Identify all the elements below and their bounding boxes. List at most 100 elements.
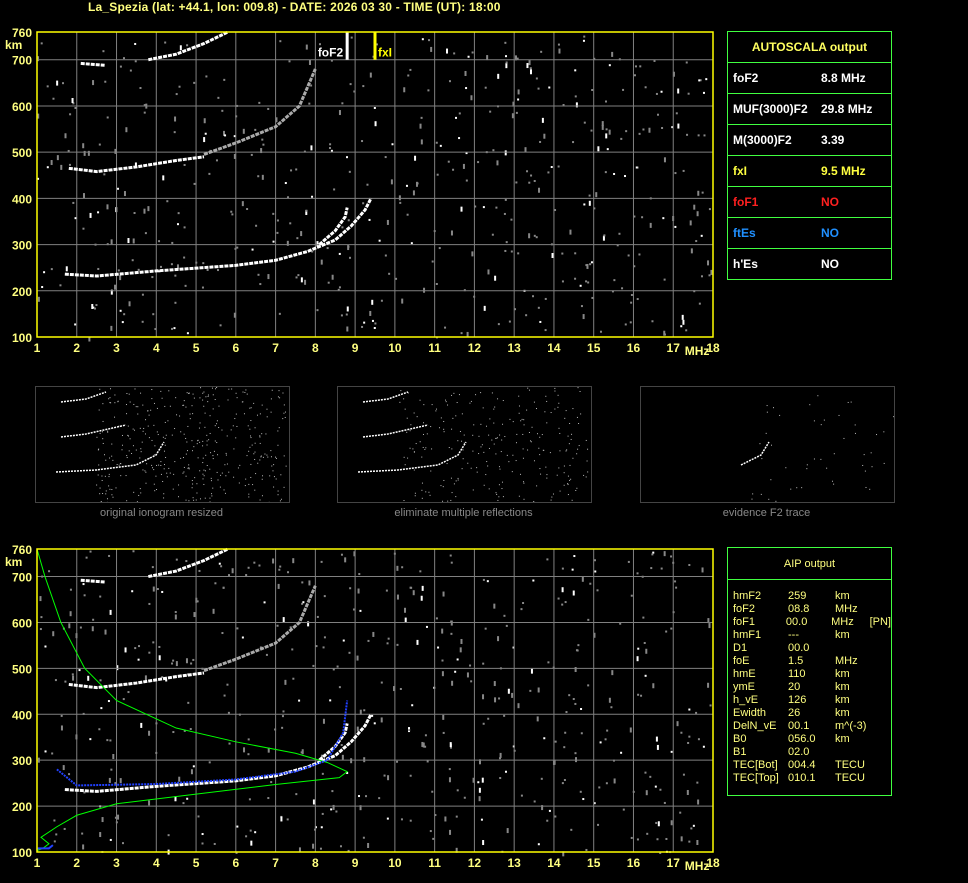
noise-dot bbox=[163, 497, 165, 499]
noise-dot bbox=[183, 226, 186, 229]
noise-dot bbox=[469, 402, 471, 404]
noise-dot bbox=[92, 306, 95, 309]
noise-dot bbox=[440, 417, 442, 419]
noise-dot bbox=[137, 413, 139, 415]
noise-dot bbox=[146, 463, 148, 465]
noise-dot bbox=[260, 456, 262, 458]
noise-dot bbox=[578, 445, 580, 447]
noise-dot bbox=[441, 671, 444, 677]
noise-dot bbox=[203, 137, 206, 143]
noise-dot bbox=[235, 437, 237, 439]
noise-dot bbox=[121, 444, 123, 446]
noise-dot bbox=[203, 469, 205, 471]
noise-dot bbox=[502, 496, 504, 498]
noise-dot bbox=[223, 694, 226, 697]
noise-dot bbox=[186, 450, 188, 452]
noise-dot bbox=[186, 392, 188, 394]
noise-dot bbox=[216, 423, 218, 425]
noise-dot bbox=[353, 551, 356, 557]
noise-dot bbox=[257, 462, 259, 464]
noise-dot bbox=[696, 781, 699, 784]
noise-dot bbox=[53, 840, 56, 843]
noise-dot bbox=[572, 141, 575, 144]
noise-dot bbox=[99, 679, 102, 682]
noise-dot bbox=[451, 680, 454, 686]
noise-dot bbox=[796, 487, 798, 489]
noise-dot bbox=[210, 452, 212, 454]
noise-dot bbox=[569, 479, 571, 481]
noise-dot bbox=[224, 134, 227, 137]
noise-dot bbox=[387, 637, 390, 640]
noise-dot bbox=[319, 847, 322, 850]
aip-cell: 08.8 bbox=[788, 603, 810, 615]
noise-dot bbox=[608, 129, 611, 135]
noise-dot bbox=[166, 472, 168, 474]
noise-dot bbox=[396, 565, 399, 571]
fxI-label: fxI bbox=[378, 46, 392, 60]
noise-dot bbox=[442, 591, 445, 597]
noise-dot bbox=[826, 467, 828, 469]
noise-dot bbox=[374, 121, 377, 127]
noise-dot bbox=[533, 401, 535, 403]
noise-dot bbox=[97, 267, 100, 270]
noise-dot bbox=[185, 560, 188, 563]
noise-dot bbox=[605, 133, 608, 139]
noise-dot bbox=[220, 474, 222, 476]
noise-dot bbox=[340, 553, 343, 556]
noise-dot bbox=[438, 247, 441, 250]
noise-dot bbox=[258, 101, 261, 104]
noise-dot bbox=[212, 458, 214, 460]
noise-dot bbox=[478, 435, 480, 437]
noise-dot bbox=[761, 458, 763, 460]
noise-dot bbox=[273, 464, 275, 466]
noise-dot bbox=[526, 170, 529, 173]
noise-dot bbox=[284, 416, 286, 418]
noise-dot bbox=[126, 413, 128, 415]
noise-dot bbox=[590, 261, 593, 264]
noise-dot bbox=[498, 496, 500, 498]
x-tick-label: 8 bbox=[312, 856, 319, 870]
noise-dot bbox=[216, 442, 218, 444]
aip-cell: km bbox=[835, 668, 850, 680]
noise-dot bbox=[443, 428, 445, 430]
noise-dot bbox=[88, 336, 91, 342]
noise-dot bbox=[636, 572, 639, 575]
noise-dot bbox=[650, 567, 653, 570]
noise-dot bbox=[85, 556, 88, 559]
noise-dot bbox=[473, 424, 475, 426]
noise-dot bbox=[136, 501, 138, 502]
noise-dot bbox=[450, 499, 452, 501]
param-name: foF1 bbox=[733, 195, 759, 209]
noise-dot bbox=[618, 232, 621, 235]
noise-dot bbox=[172, 731, 175, 734]
noise-dot bbox=[305, 44, 308, 50]
noise-dot bbox=[284, 411, 286, 413]
noise-dot bbox=[547, 661, 550, 664]
noise-dot bbox=[585, 848, 588, 851]
noise-dot bbox=[655, 736, 658, 742]
noise-dot bbox=[244, 485, 246, 487]
noise-dot bbox=[207, 401, 209, 403]
noise-dot bbox=[680, 731, 683, 734]
x-tick-label: 14 bbox=[547, 856, 561, 870]
noise-dot bbox=[419, 399, 421, 401]
noise-dot bbox=[630, 594, 633, 597]
noise-dot bbox=[610, 706, 613, 709]
y-tick-label: 400 bbox=[12, 192, 32, 206]
noise-dot bbox=[662, 217, 665, 220]
noise-dot bbox=[270, 398, 272, 400]
aip-row: D1 00.0 bbox=[733, 642, 891, 655]
noise-dot bbox=[184, 284, 187, 287]
noise-dot bbox=[585, 476, 587, 478]
noise-dot bbox=[89, 212, 92, 218]
aip-output-panel: AIP output hmF2 259 km foF2 08.8 MHz foF1 00.0 M… bbox=[727, 547, 892, 796]
noise-dot bbox=[108, 476, 110, 478]
noise-dot bbox=[236, 825, 239, 828]
noise-dot bbox=[127, 691, 130, 694]
noise-dot bbox=[499, 468, 501, 470]
noise-dot bbox=[123, 191, 126, 197]
noise-dot bbox=[576, 416, 578, 418]
noise-dot bbox=[585, 264, 588, 267]
noise-dot bbox=[416, 182, 419, 185]
noise-dot bbox=[504, 249, 507, 252]
